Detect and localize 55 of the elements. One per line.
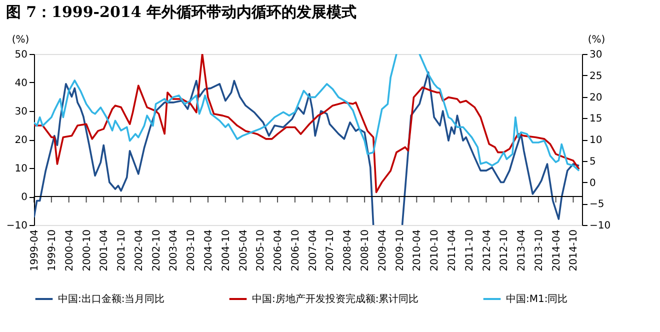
x-tick-label: 2006-04 (273, 230, 284, 272)
x-tick-label: 2006-10 (290, 230, 302, 272)
legend-label: 中国:M1:同比 (506, 293, 568, 305)
x-tick-label: 1999-04 (30, 230, 40, 272)
y-tick-label: 0 (21, 192, 28, 203)
line-series (34, 54, 580, 194)
x-tick-label: 2010-10 (430, 230, 441, 272)
y-axis-title: (%) (12, 34, 30, 46)
x-tick-label: 2000-04 (64, 230, 76, 272)
x-tick-label: 2001-04 (99, 230, 110, 272)
x-tick-label: 2007-10 (325, 230, 336, 272)
y2-tick-label: 0 (590, 178, 596, 189)
x-tick-label: 2013-10 (534, 230, 545, 272)
y2-tick-label: 30 (590, 50, 602, 60)
x-tick-label: 2013-04 (516, 230, 528, 272)
y2-tick-label: 20 (590, 92, 602, 104)
x-tick-label: 2009-04 (377, 230, 388, 272)
y-tick-label: 40 (14, 78, 28, 89)
x-tick-label: 2000-10 (82, 230, 93, 272)
x-tick-label: 2003-04 (168, 230, 180, 272)
y-tick-label: 10 (14, 164, 28, 174)
x-tick-label: 2004-04 (204, 230, 214, 272)
x-tick-label: 2012-04 (482, 230, 493, 272)
y2-tick-label: −5 (590, 199, 604, 210)
y-tick-label: 30 (14, 106, 28, 118)
x-tick-label: 2010-04 (412, 230, 424, 272)
x-tick-label: 2011-10 (464, 230, 476, 272)
y2-tick-label: 10 (590, 135, 602, 146)
y2-tick-label: −10 (590, 220, 611, 232)
y2-tick-label: 25 (590, 70, 602, 82)
y-tick-label: −10 (6, 220, 28, 232)
x-tick-label: 2005-10 (256, 230, 267, 272)
x-tick-label: 2011-04 (446, 230, 458, 272)
x-tick-label: 2003-10 (186, 230, 198, 272)
y2-axis-title: (%) (588, 34, 606, 46)
x-tick-label: 2001-10 (116, 230, 128, 272)
x-tick-label: 2008-10 (360, 230, 372, 272)
x-tick-label: 2007-04 (308, 230, 319, 272)
x-tick-label: 2009-10 (394, 230, 406, 272)
x-tick-label: 2008-04 (342, 230, 354, 272)
x-tick-label: 1999-10 (46, 230, 58, 272)
x-tick-label: 2014-10 (568, 230, 580, 272)
x-tick-label: 2012-10 (499, 230, 510, 272)
x-tick-label: 2005-04 (238, 230, 250, 272)
y2-tick-label: 5 (590, 156, 596, 168)
y-tick-label: 20 (14, 135, 28, 146)
x-tick-label: 2004-10 (220, 230, 232, 272)
x-tick-label: 2014-04 (551, 230, 562, 272)
x-tick-label: 2002-10 (151, 230, 162, 272)
legend-label: 中国:出口金额:当月同比 (58, 293, 165, 305)
y-tick-label: 50 (14, 50, 28, 60)
x-tick-label: 2002-04 (134, 230, 145, 272)
chart-title: 图 7：1999-2014 年外循环带动内循环的发展模式 (6, 3, 357, 21)
legend-label: 中国:房地产开发投资完成额:累计同比 (252, 293, 419, 305)
y2-tick-label: 15 (590, 114, 602, 125)
